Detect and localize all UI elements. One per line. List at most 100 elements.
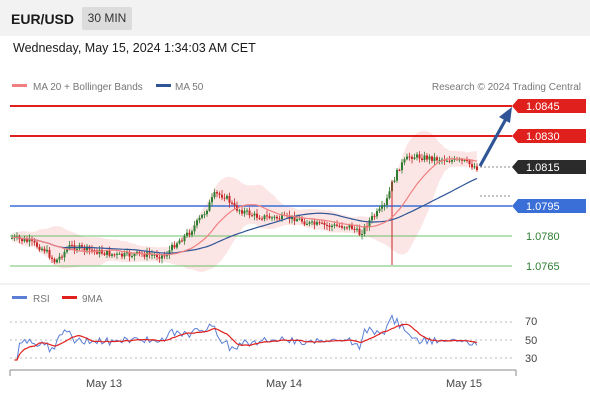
timestamp: Wednesday, May 15, 2024 1:34:03 AM CET bbox=[13, 41, 256, 55]
candle-body bbox=[233, 203, 236, 206]
candle-body bbox=[228, 195, 231, 203]
candle-body bbox=[373, 216, 376, 218]
candle-body bbox=[216, 192, 218, 194]
candle-body bbox=[63, 251, 66, 258]
candle-body bbox=[418, 154, 421, 159]
candle-body bbox=[213, 192, 216, 198]
candle-body bbox=[158, 257, 161, 259]
candle-body bbox=[193, 225, 196, 232]
ma20-line bbox=[11, 158, 478, 256]
candle-body bbox=[253, 213, 256, 216]
candle-body bbox=[356, 228, 358, 230]
candle-body bbox=[243, 210, 246, 214]
svg-text:1.0795: 1.0795 bbox=[526, 201, 560, 213]
candle-body bbox=[223, 197, 226, 199]
candle-body bbox=[231, 202, 233, 204]
candle-body bbox=[446, 160, 448, 162]
support-label-2: 1.0765 bbox=[526, 261, 560, 273]
candle-body bbox=[186, 232, 188, 236]
candle-body bbox=[201, 214, 203, 218]
candle-body bbox=[116, 253, 118, 255]
candle-body bbox=[473, 166, 476, 168]
candle-body bbox=[323, 222, 326, 225]
candle-body bbox=[206, 210, 208, 215]
candle-body bbox=[433, 157, 436, 161]
candle-body bbox=[41, 248, 43, 250]
candle-body bbox=[203, 214, 206, 216]
x-tick-may15: May 15 bbox=[446, 378, 482, 390]
rsi-axis-30: 30 bbox=[525, 353, 537, 365]
candle-body bbox=[163, 255, 166, 257]
candle-body bbox=[398, 169, 401, 171]
candle-body bbox=[36, 242, 38, 247]
top-bar: EUR/USD 30 MIN bbox=[0, 0, 590, 36]
candle-body bbox=[43, 248, 46, 252]
rsi-axis-70: 70 bbox=[525, 316, 537, 328]
candle-body bbox=[371, 216, 373, 221]
candle-body bbox=[463, 159, 466, 161]
svg-text:1.0815: 1.0815 bbox=[526, 162, 560, 174]
candle-body bbox=[148, 252, 151, 255]
candle-body bbox=[66, 248, 68, 252]
candle-body bbox=[308, 222, 311, 224]
candle-body bbox=[348, 224, 351, 228]
candle-body bbox=[188, 232, 191, 235]
forecast-arrow-head bbox=[499, 107, 512, 123]
candle-body bbox=[171, 244, 173, 251]
candle-body bbox=[321, 222, 323, 224]
candle-body bbox=[31, 239, 33, 241]
candle-body bbox=[476, 166, 478, 170]
rsi-ma-legend-label: 9MA bbox=[82, 294, 103, 305]
candle-body bbox=[276, 216, 278, 219]
candle-body bbox=[48, 249, 51, 258]
candle-body bbox=[28, 239, 31, 242]
candle-body bbox=[431, 156, 433, 161]
candle-body bbox=[298, 218, 301, 220]
candle-body bbox=[161, 255, 163, 259]
candle-body bbox=[256, 213, 258, 218]
candle-body bbox=[151, 254, 153, 256]
candle-body bbox=[281, 215, 283, 219]
level-label-1: 1.0845 bbox=[512, 99, 586, 113]
rsi-line bbox=[14, 314, 478, 361]
candle-body bbox=[301, 218, 303, 222]
candle-body bbox=[241, 210, 243, 214]
pivot-label: 1.0795 bbox=[512, 199, 586, 213]
candle-body bbox=[118, 253, 121, 255]
candle-body bbox=[326, 224, 328, 226]
candle-body bbox=[86, 246, 88, 251]
ma20-legend-swatch bbox=[12, 84, 27, 87]
candle-body bbox=[123, 253, 126, 257]
candle-body bbox=[226, 195, 228, 199]
candle-body bbox=[208, 202, 211, 211]
candle-body bbox=[426, 155, 428, 160]
candle-body bbox=[61, 256, 63, 258]
candlesticks bbox=[11, 151, 478, 265]
candle-body bbox=[23, 239, 26, 242]
candle-body bbox=[423, 155, 426, 161]
candle-body bbox=[143, 253, 146, 257]
candle-body bbox=[313, 221, 316, 225]
candle-body bbox=[341, 225, 343, 228]
candle-body bbox=[113, 254, 116, 256]
candle-body bbox=[248, 210, 251, 216]
current-price-label: 1.0815 bbox=[512, 160, 586, 174]
candle-body bbox=[406, 156, 408, 160]
timeframe-button[interactable]: 30 MIN bbox=[82, 7, 132, 30]
candle-body bbox=[111, 254, 113, 256]
candle-body bbox=[251, 215, 253, 217]
candle-body bbox=[316, 222, 318, 225]
candle-body bbox=[191, 231, 193, 235]
candle-body bbox=[306, 223, 308, 225]
candle-body bbox=[91, 249, 93, 251]
candle-body bbox=[381, 205, 383, 209]
candle-body bbox=[46, 249, 48, 252]
candle-body bbox=[428, 156, 431, 160]
rsi-legend-label: RSI bbox=[33, 294, 50, 305]
candle-body bbox=[128, 252, 131, 257]
candle-body bbox=[178, 240, 181, 244]
candle-body bbox=[26, 239, 28, 242]
rsi-ma-line bbox=[14, 323, 478, 361]
candle-body bbox=[181, 240, 183, 242]
candle-body bbox=[221, 194, 223, 198]
